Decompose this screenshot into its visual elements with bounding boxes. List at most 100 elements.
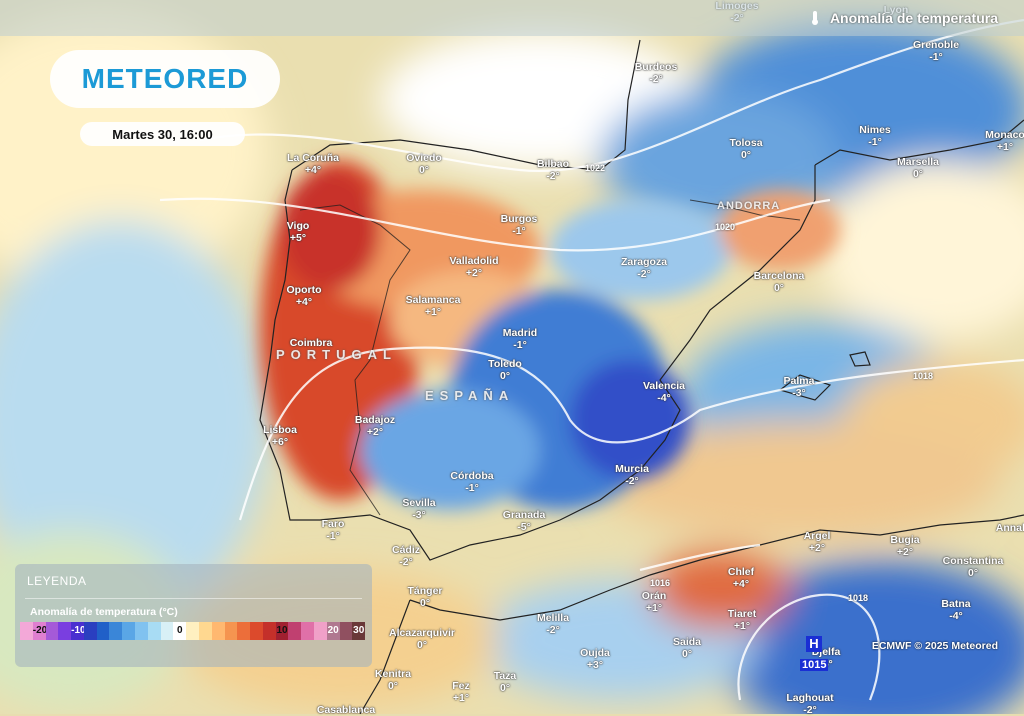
city-anomaly-value: +6°: [271, 436, 289, 448]
scale-tick-label: 0: [176, 625, 183, 636]
city-name: Salamanca: [405, 294, 461, 306]
city-anomaly-value: +1°: [452, 692, 470, 704]
city-name: Oporto: [286, 284, 322, 296]
city-label: Valencia -4°: [643, 380, 685, 404]
meteored-logo[interactable]: METEORED: [50, 50, 280, 108]
scale-swatch: [20, 622, 33, 640]
city-label: Grenoble -1°: [913, 39, 959, 63]
scale-swatch: [211, 622, 225, 640]
city-name: Zaragoza: [620, 256, 668, 268]
city-name: Tolosa: [729, 137, 763, 149]
city-label: Oviedo 0°: [406, 152, 442, 176]
city-label: Palma -3°: [784, 375, 815, 399]
city-name: Faro: [321, 518, 345, 530]
forecast-date[interactable]: Martes 30, 16:00: [80, 122, 245, 146]
scale-swatch: 30: [352, 622, 366, 640]
scale-swatch: 0: [173, 622, 187, 640]
anomaly-field: [0, 10, 1024, 714]
map-title-text: Anomalía de temperatura: [829, 10, 998, 26]
city-anomaly-value: -1°: [929, 51, 943, 63]
city-label: Oporto +4°: [287, 284, 322, 308]
city-anomaly-value: +5°: [289, 232, 307, 244]
scale-swatch: [262, 622, 276, 640]
city-anomaly-value: 0°: [387, 680, 399, 692]
city-name: Barcelona: [753, 270, 805, 282]
city-label: Argel +2°: [804, 530, 831, 554]
city-anomaly-value: +2°: [366, 426, 384, 438]
city-name: Kenitra: [374, 668, 412, 680]
city-label: Burdeos -2°: [635, 61, 678, 85]
isobars: [159, 18, 1024, 701]
scale-swatch: [83, 622, 97, 640]
scale-swatch: 10: [275, 622, 289, 640]
city-name: Batna: [941, 598, 971, 610]
map-title: Anomalía de temperatura: [808, 10, 998, 26]
city-name: Cádiz: [391, 544, 421, 556]
legend-panel[interactable]: LEYENDA Anomalía de temperatura (°C) -20…: [15, 564, 372, 667]
city-name: Grenoble: [912, 39, 960, 51]
city-anomaly-value: -5°: [517, 521, 531, 533]
city-label: Batna -4°: [941, 598, 970, 622]
city-anomaly-value: +1°: [424, 306, 442, 318]
city-label: Orán +1°: [642, 590, 667, 614]
city-label: Chlef +4°: [728, 566, 754, 590]
city-anomaly-value: -2°: [546, 170, 560, 182]
city-anomaly-value: -1°: [465, 482, 479, 494]
city-anomaly-value: 0°: [419, 597, 431, 609]
city-label: Nimes -1°: [859, 124, 891, 148]
city-name: Murcia: [615, 463, 649, 475]
city-anomaly-value: -3°: [412, 509, 426, 521]
credit-text: ECMWF © 2025 Meteored: [871, 640, 998, 652]
scale-swatch: [301, 622, 314, 640]
scale-swatch: -20: [32, 622, 48, 640]
city-label: Coimbra: [290, 337, 333, 349]
city-label: Casablanca: [317, 704, 375, 716]
city-name: Bugia: [890, 534, 920, 546]
city-name: Tánger: [407, 585, 443, 597]
scale-swatch: [58, 622, 72, 640]
city-anomaly-value: -3°: [792, 387, 806, 399]
scale-tick-label: -20: [32, 625, 48, 636]
scale-swatch: [250, 622, 263, 640]
city-anomaly-value: -4°: [949, 610, 963, 622]
city-anomaly-value: 0°: [499, 370, 511, 382]
city-label: Salamanca +1°: [406, 294, 461, 318]
city-label: Vigo +5°: [287, 220, 310, 244]
city-label: Murcia -2°: [615, 463, 649, 487]
city-anomaly-value: +3°: [586, 659, 604, 671]
city-name: Alcazarquivir: [389, 627, 455, 639]
city-name: Toledo: [488, 358, 522, 370]
legend-heading: LEYENDA: [27, 574, 87, 588]
scale-swatch: [198, 622, 212, 640]
high-pressure-marker: H: [806, 636, 822, 652]
scale-tick-label: -10: [71, 625, 86, 636]
city-label: Granada -5°: [503, 509, 546, 533]
city-name: Granada: [502, 509, 546, 521]
city-label: La Coruña +4°: [287, 152, 339, 176]
city-label: Toledo 0°: [488, 358, 522, 382]
city-label: Tánger 0°: [407, 585, 442, 609]
city-name: Badajoz: [354, 414, 396, 426]
city-anomaly-value: +4°: [304, 164, 322, 176]
city-label: Oujda +3°: [580, 647, 610, 671]
city-anomaly-value: -1°: [326, 530, 340, 542]
city-label: Córdoba -1°: [450, 470, 493, 494]
city-name: Burdeos: [634, 61, 678, 73]
scale-swatch: [122, 622, 136, 640]
city-label: Taza 0°: [494, 670, 517, 694]
city-name: Taza: [493, 670, 517, 682]
city-name: Argel: [803, 530, 831, 542]
scale-swatch: [237, 622, 251, 640]
city-anomaly-value: +1°: [733, 620, 751, 632]
city-label: Tiaret +1°: [728, 608, 756, 632]
city-name: Saida: [672, 636, 702, 648]
city-label: Barcelona 0°: [754, 270, 805, 294]
city-anomaly-value: +2°: [465, 267, 483, 279]
city-name: Monaco: [985, 129, 1024, 141]
country-label-spain: ESPAÑA: [425, 388, 515, 403]
city-name: Oviedo: [406, 152, 442, 164]
city-anomaly-value: -1°: [868, 136, 882, 148]
top-bar: Anomalía de temperatura: [0, 0, 1024, 36]
scale-swatch: -10: [71, 622, 86, 640]
